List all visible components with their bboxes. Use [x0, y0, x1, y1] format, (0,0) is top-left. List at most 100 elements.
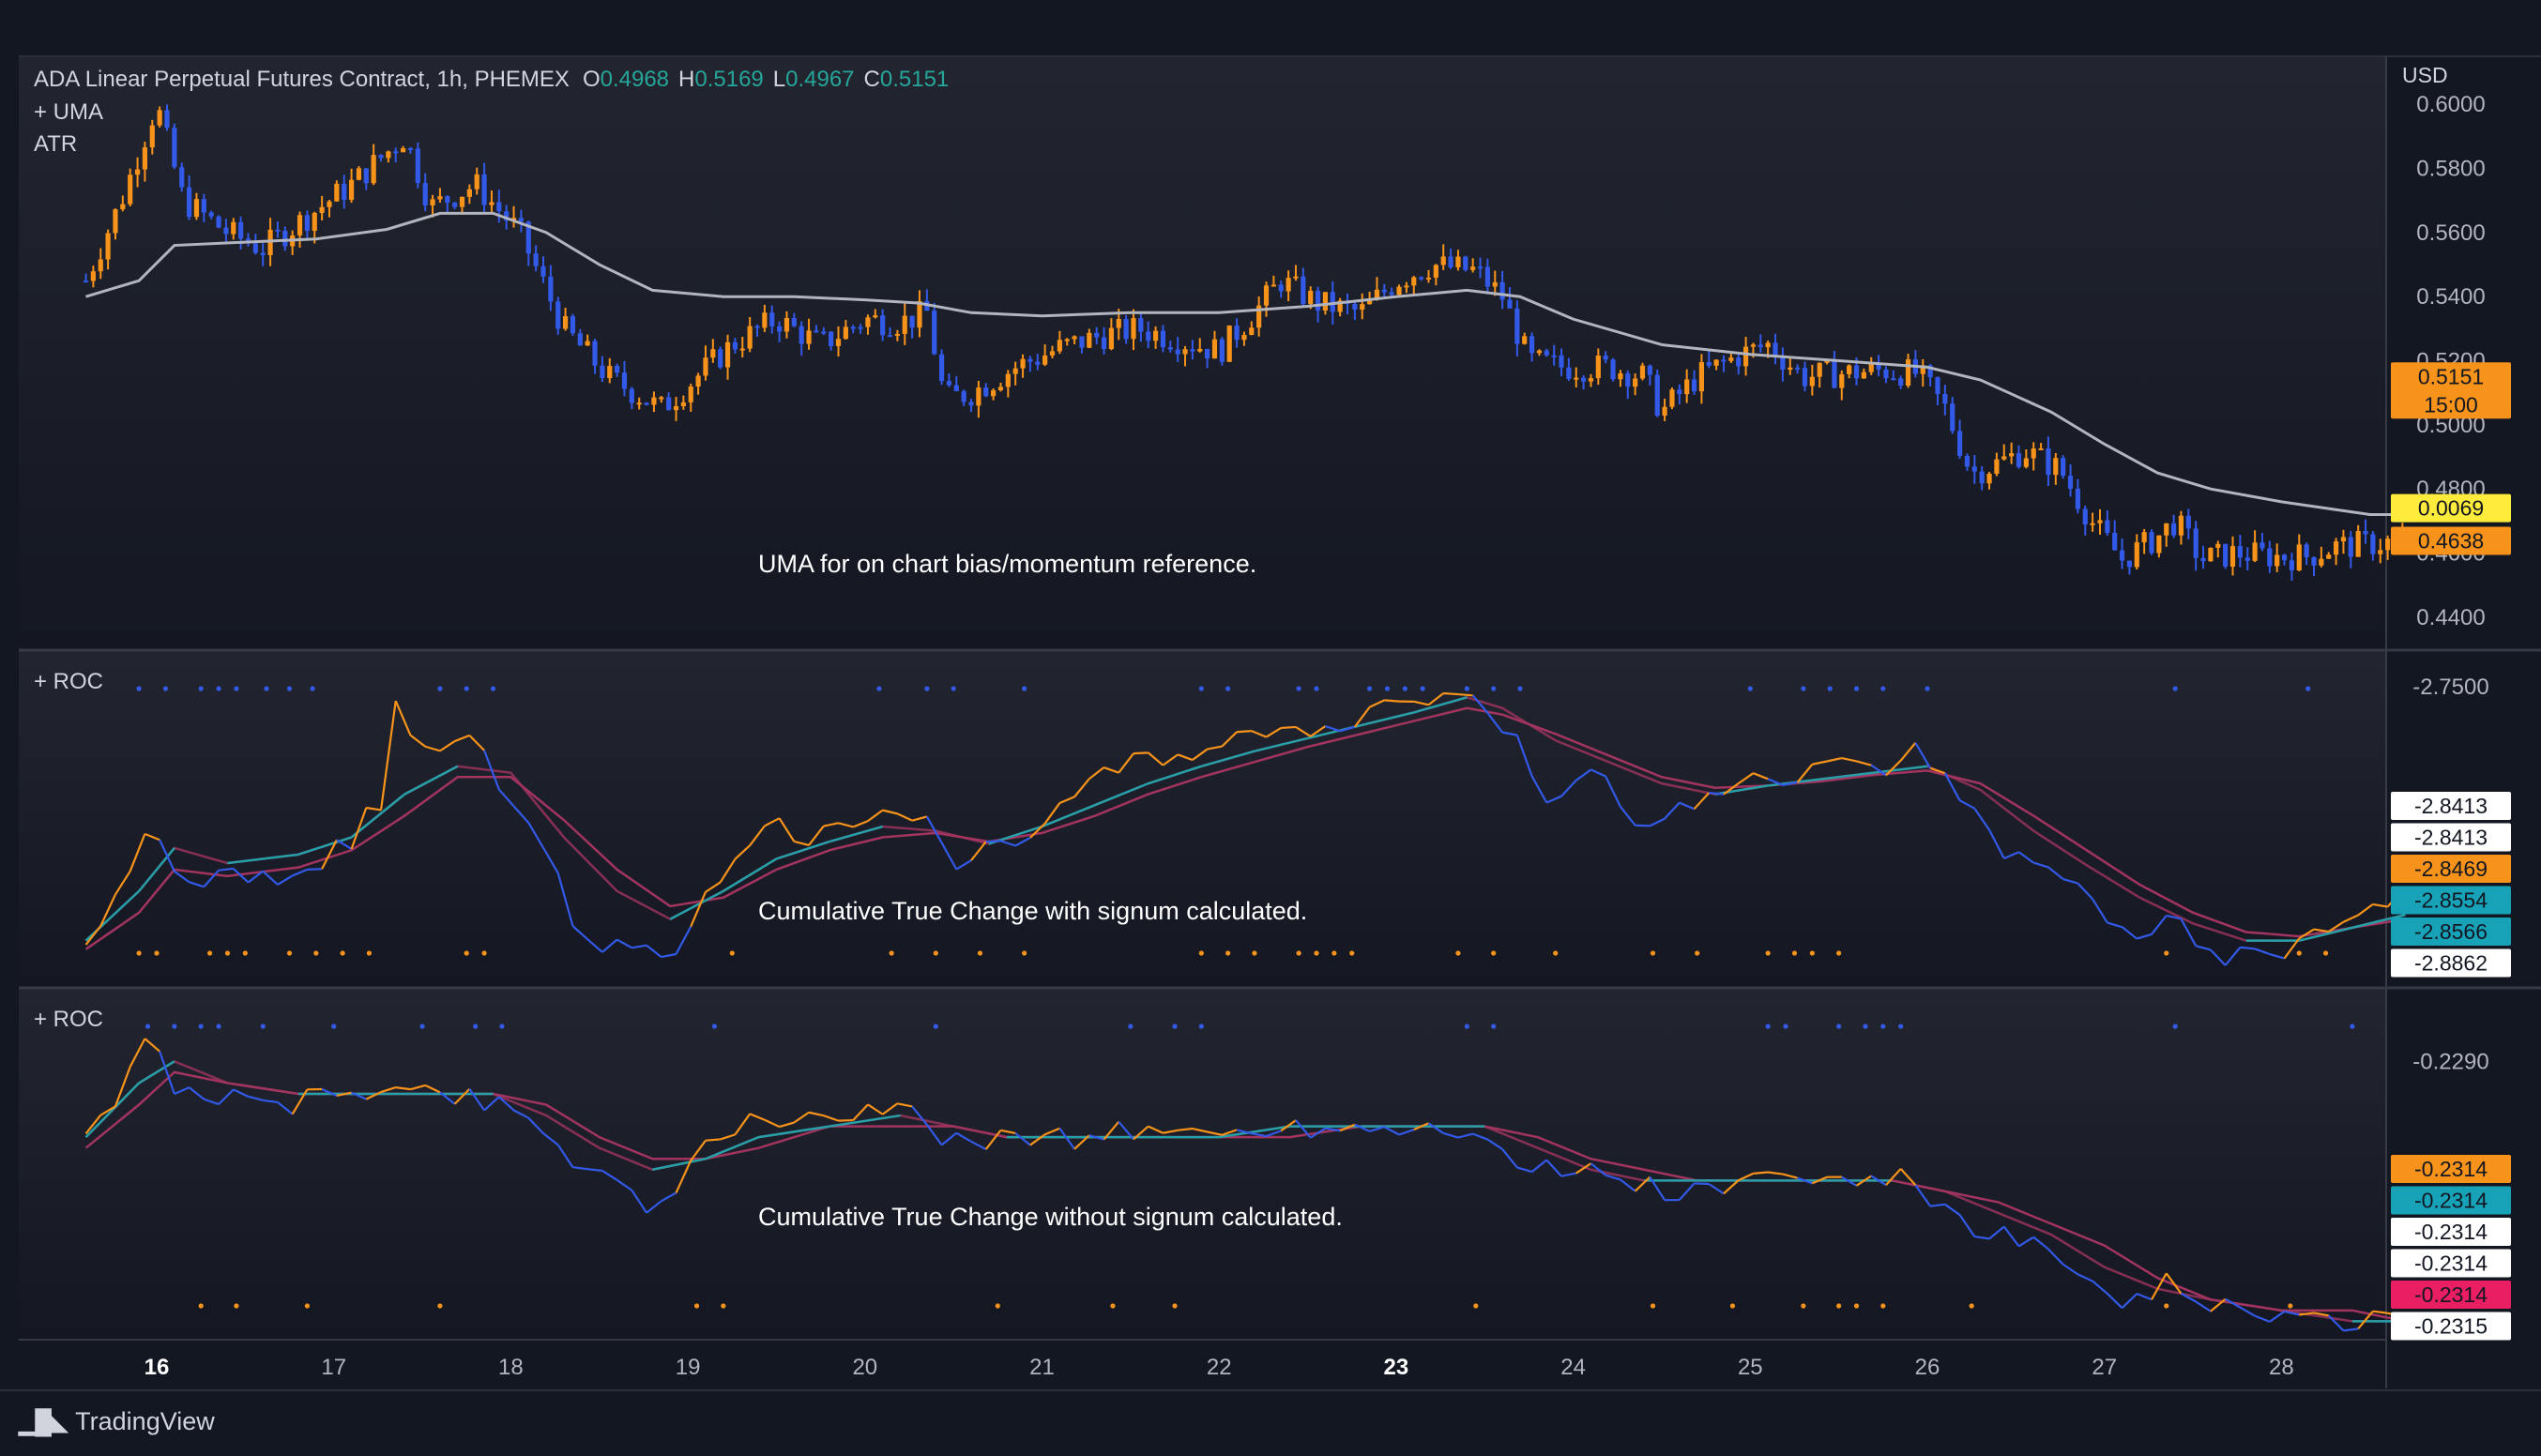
ctc-line-segment	[556, 872, 574, 927]
price-label-box	[2391, 493, 2511, 523]
ctc-line-segment	[1855, 1175, 1872, 1187]
ctc-line-segment	[439, 1091, 456, 1105]
ctc-line-segment	[1472, 1132, 1488, 1141]
candle-body	[157, 110, 162, 126]
signal-1-rising-segment	[2351, 913, 2406, 930]
candle-body	[1366, 299, 1373, 305]
candle-body	[2171, 523, 2177, 536]
price-label: -2.8566	[2414, 919, 2488, 944]
ctc-line-segment	[1310, 725, 1327, 737]
signal-1-rising-segment	[652, 1158, 707, 1171]
candle-body	[98, 259, 103, 272]
candle-body	[1809, 376, 1815, 387]
ctc-line-segment	[1339, 1123, 1356, 1132]
candle-body	[629, 388, 634, 403]
signal-dot-bottom	[1836, 1303, 1842, 1309]
ctc-line-segment	[1753, 1171, 1769, 1175]
ctc-line-segment	[1709, 792, 1725, 796]
ctc-line-segment	[2017, 851, 2034, 864]
signal-dot-top	[1296, 686, 1301, 691]
candle-body	[1226, 326, 1232, 362]
candle-body	[1691, 379, 1697, 392]
ctc-line-segment	[2210, 1297, 2227, 1312]
candle-body	[791, 318, 797, 326]
candle-body	[201, 199, 206, 213]
ctc-line-segment	[2224, 947, 2242, 966]
signal-dot-top	[331, 1024, 337, 1029]
signal-dot-bottom	[1801, 1303, 1806, 1309]
signal-dot-bottom	[1836, 950, 1842, 956]
ctc-line-segment	[2313, 1312, 2329, 1317]
candle-body	[636, 402, 642, 405]
ctc-line-segment	[1029, 822, 1046, 839]
candle-body	[2200, 557, 2206, 562]
candle-body	[1861, 372, 1866, 379]
candle-body	[252, 243, 258, 253]
ctc-line-segment	[2298, 928, 2315, 940]
ctc-line-segment	[1000, 840, 1016, 847]
y-tick-label: -2.7500	[2412, 675, 2488, 700]
y-tick-label: 0.5000	[2416, 413, 2485, 438]
candle-body	[2385, 538, 2391, 551]
candle-body	[1603, 356, 1608, 360]
signal-dot-top	[1198, 1024, 1204, 1029]
ctc-line-segment	[2210, 948, 2227, 966]
candle-body	[1891, 378, 1896, 381]
signal-1-rising-segment	[84, 1082, 141, 1139]
candle-body	[555, 301, 561, 329]
ctc-line-segment	[2195, 1300, 2212, 1312]
candle-body	[1662, 406, 1667, 417]
candle-body	[334, 183, 340, 202]
candle-body	[371, 155, 376, 184]
signal-dot-bottom	[1172, 1303, 1178, 1309]
candle-body	[1219, 339, 1225, 362]
candle-body	[1499, 281, 1505, 300]
price-label: -2.8413	[2414, 826, 2488, 850]
candle-body	[1315, 290, 1321, 311]
ctc-line-segment	[263, 1099, 279, 1104]
candle-body	[1757, 344, 1763, 348]
ctc-line-segment	[690, 1140, 707, 1161]
candle-body	[223, 227, 229, 235]
ctc-line-segment	[749, 1113, 766, 1121]
candle-body	[1898, 378, 1904, 387]
ctc-line-segment	[838, 822, 854, 828]
ctc-line-segment	[145, 832, 160, 842]
ctc-line-segment	[1620, 1178, 1636, 1192]
signal-1-rising-segment	[1820, 771, 1875, 781]
candle-body	[1625, 372, 1631, 387]
ctc-line-segment	[1575, 768, 1592, 781]
ctc-line-segment	[2180, 1292, 2197, 1303]
ctc-line-segment	[955, 859, 972, 871]
ctc-line-segment	[1073, 1134, 1090, 1150]
candle-body	[2275, 554, 2280, 567]
signal-dot-bottom	[1765, 950, 1771, 956]
candle-body	[1750, 344, 1757, 347]
signal-dot-bottom	[1650, 1303, 1656, 1309]
ctc-line-segment	[468, 1088, 485, 1112]
signal-dot-top	[198, 1024, 204, 1029]
candle-body	[518, 218, 525, 222]
ctc-line-segment	[1266, 1130, 1282, 1138]
candle-body	[1322, 292, 1329, 311]
ctc-line-segment	[409, 734, 426, 748]
signal-dot-bottom	[1110, 1303, 1116, 1309]
candle-body	[659, 397, 664, 400]
signal-dot-top	[1880, 1024, 1886, 1029]
signal-dot-top	[1402, 686, 1407, 691]
ctc-line-segment	[395, 1086, 411, 1091]
ctc-line-segment	[1486, 1138, 1503, 1150]
y-tick-label: -0.2290	[2412, 1049, 2488, 1074]
ctc-line-segment	[2092, 1280, 2108, 1295]
ctc-line-segment	[1753, 772, 1769, 781]
ctc-line-segment	[925, 815, 943, 843]
ctc-line-segment	[2002, 1225, 2020, 1248]
ctc-line-segment	[661, 1191, 677, 1203]
candle-body	[2149, 532, 2154, 554]
price-label-box	[2391, 1281, 2511, 1309]
ctc-line-segment	[1530, 775, 1548, 804]
ctc-line-segment	[2254, 948, 2271, 956]
candle-body	[2208, 547, 2214, 562]
ctc-line-segment	[1384, 699, 1400, 703]
